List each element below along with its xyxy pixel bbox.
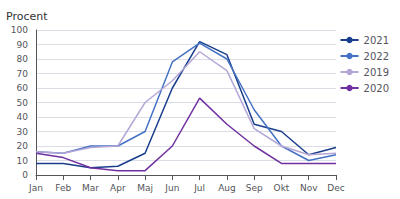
svg-text:Aug: Aug	[218, 183, 236, 193]
svg-text:Apr: Apr	[110, 183, 126, 193]
svg-text:Jun: Jun	[164, 183, 179, 193]
svg-text:0: 0	[22, 170, 28, 180]
svg-text:90: 90	[17, 40, 29, 50]
svg-text:Procent: Procent	[6, 10, 48, 23]
svg-text:60: 60	[17, 83, 29, 93]
svg-text:50: 50	[17, 98, 29, 108]
svg-text:70: 70	[17, 69, 29, 79]
svg-text:40: 40	[17, 112, 29, 122]
svg-text:Jul: Jul	[193, 183, 205, 193]
svg-text:2021: 2021	[364, 35, 389, 46]
svg-text:80: 80	[17, 54, 29, 64]
svg-text:Maj: Maj	[137, 183, 153, 193]
svg-text:Sep: Sep	[246, 183, 263, 193]
svg-text:2022: 2022	[364, 51, 389, 62]
svg-text:20: 20	[17, 141, 29, 151]
svg-text:Feb: Feb	[55, 183, 71, 193]
svg-text:2020: 2020	[364, 83, 389, 94]
svg-text:Dec: Dec	[327, 183, 344, 193]
svg-text:2019: 2019	[364, 67, 389, 78]
svg-text:100: 100	[11, 25, 28, 35]
svg-text:Jan: Jan	[28, 183, 43, 193]
svg-text:10: 10	[17, 156, 29, 166]
svg-text:Nov: Nov	[300, 183, 318, 193]
svg-text:30: 30	[17, 127, 29, 137]
svg-text:Mar: Mar	[82, 183, 99, 193]
svg-text:Okt: Okt	[274, 183, 290, 193]
